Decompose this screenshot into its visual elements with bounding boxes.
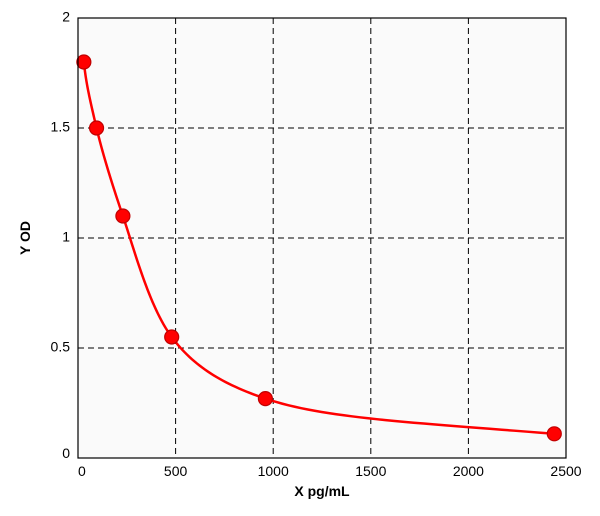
data-point [547,427,561,441]
y-tick: 0 [62,445,70,461]
y-tick: 2 [62,9,70,25]
y-tick-labels: 0 0.5 1 1.5 2 [51,9,71,461]
data-point [165,330,179,344]
y-tick: 1 [62,229,70,245]
data-point [90,121,104,135]
x-axis-label: X pg/mL [294,483,350,499]
x-tick: 500 [164,463,188,479]
x-tick: 2000 [453,463,484,479]
x-tick: 0 [78,463,86,479]
data-point [116,209,130,223]
standard-curve-chart: 0 500 1000 1500 2000 2500 0 0.5 1 1.5 2 X pg/mL Y… [0,0,600,516]
x-tick: 2500 [550,463,581,479]
y-axis-label: Y OD [17,221,33,255]
y-tick: 0.5 [51,339,71,355]
y-tick: 1.5 [51,119,71,135]
data-point [77,55,91,69]
x-tick: 1000 [258,463,289,479]
x-tick-labels: 0 500 1000 1500 2000 2500 [78,463,582,479]
x-tick: 1500 [355,463,386,479]
data-point [258,392,272,406]
